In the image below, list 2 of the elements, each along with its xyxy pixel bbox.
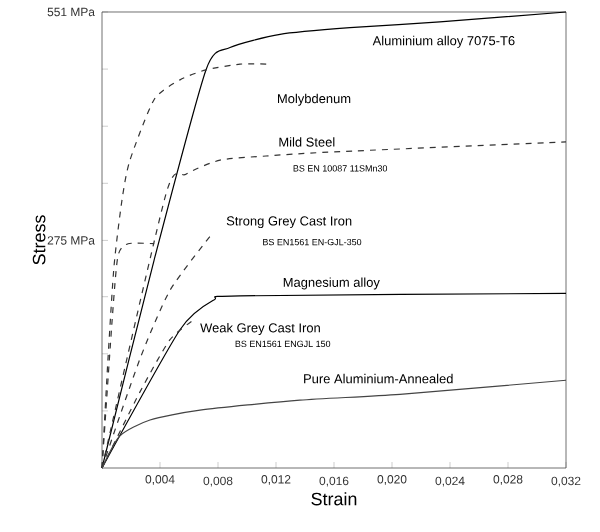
x-axis-title: Strain	[311, 492, 357, 506]
y-axis-title: Stress	[32, 215, 46, 265]
